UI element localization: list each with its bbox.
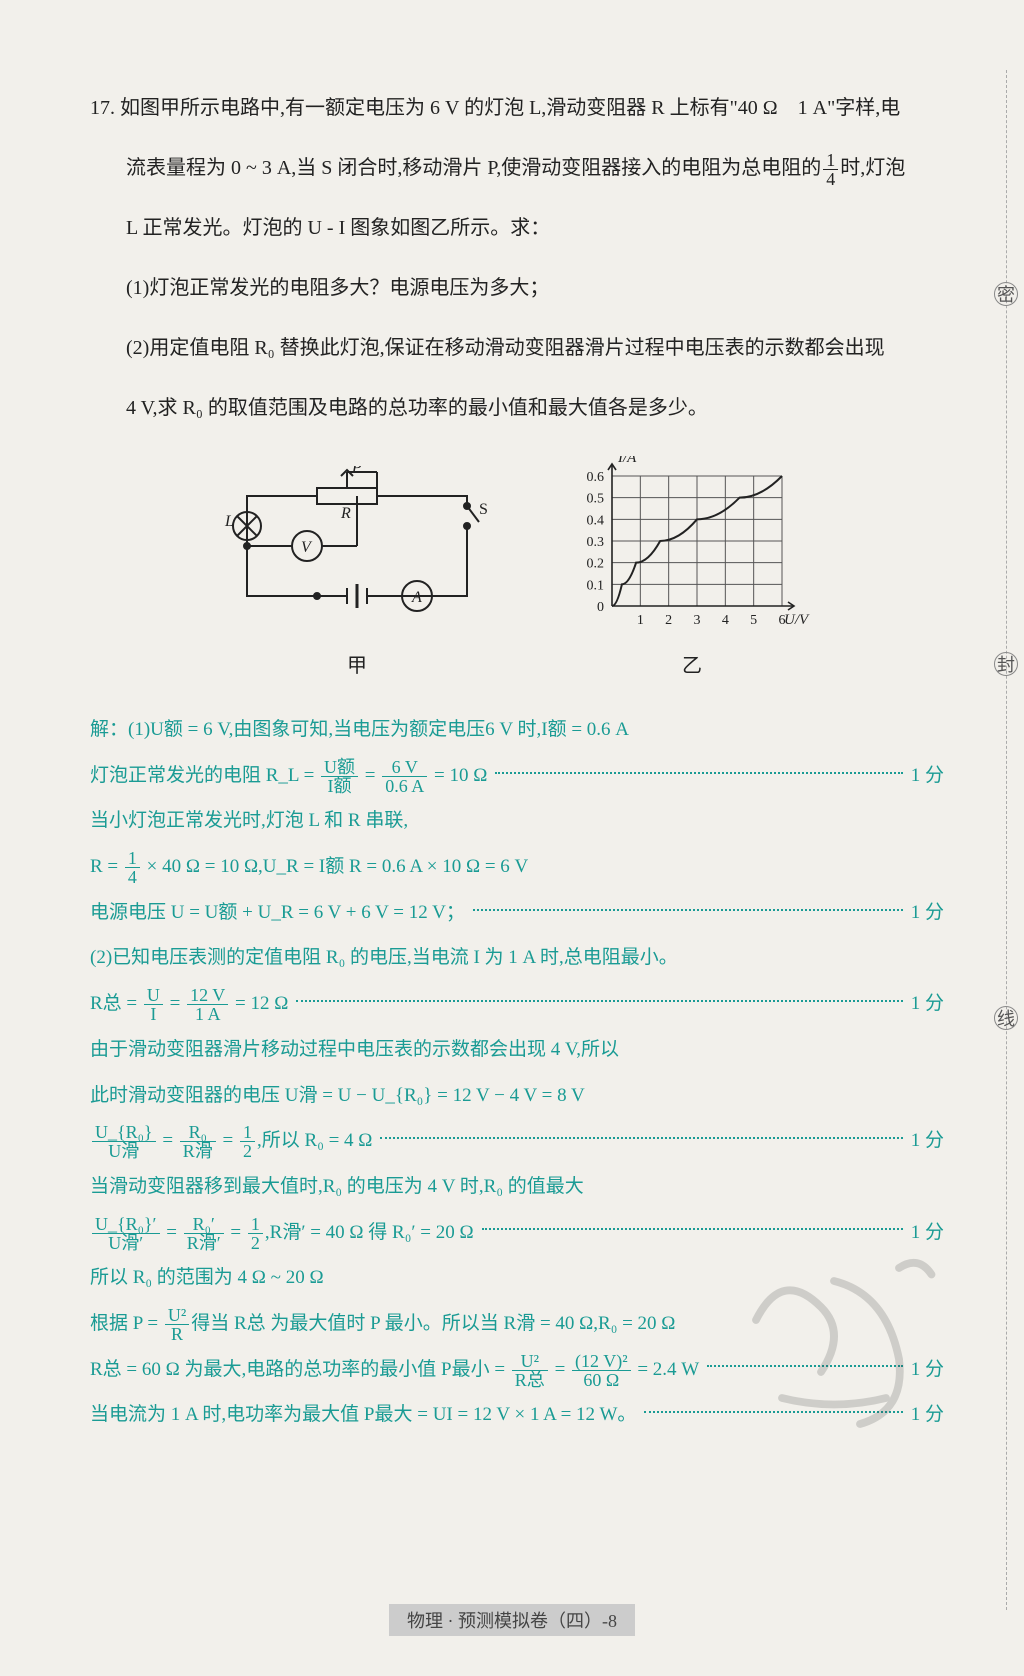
- circuit-diagram: L V A P R S 甲: [217, 466, 497, 678]
- graph-diagram: 0.60.50.40.30.20.10123456I/AU/V 乙: [567, 456, 817, 678]
- diagrams-row: L V A P R S 甲 0.60.50.40.30.20.10123456I…: [90, 456, 944, 678]
- solution-line: 当电流为 1 A 时,电功率为最大值 P最大 = UI = 12 V × 1 A…: [90, 1393, 944, 1437]
- circuit-label-S: S: [479, 501, 488, 518]
- svg-text:0.1: 0.1: [587, 578, 605, 593]
- svg-text:I/A: I/A: [617, 456, 637, 466]
- circuit-label-A: A: [411, 589, 422, 606]
- solution-line: 所以 R₀ 的范围为 4 Ω ~ 20 Ω: [90, 1256, 944, 1300]
- problem-line-0: 如图甲所示电路中,有一额定电压为 6 V 的灯泡 L,滑动变阻器 R 上标有"4…: [120, 97, 900, 119]
- solution-line: 由于滑动变阻器滑片移动过程中电压表的示数都会出现 4 V,所以: [90, 1028, 944, 1072]
- problem-line-3: L 正常发光。灯泡的 U - I 图象如图乙所示。求：: [90, 200, 944, 256]
- solution-line: U_{R₀}′U滑′ = R₀′R滑′ = 12,R滑′ = 40 Ω 得 R₀…: [90, 1211, 944, 1255]
- diagram-label-right: 乙: [567, 649, 817, 678]
- svg-text:0.6: 0.6: [587, 470, 605, 485]
- svg-text:5: 5: [750, 613, 757, 628]
- solution-line: R = 14 × 40 Ω = 10 Ω,U_R = I额 R = 0.6 A …: [90, 845, 944, 889]
- svg-text:1: 1: [637, 613, 644, 628]
- footer-text: 物理 · 预测模拟卷（四）-8: [389, 1604, 635, 1636]
- svg-text:0: 0: [597, 600, 604, 615]
- problem-line-4: (1)灯泡正常发光的电阻多大？电源电压为多大；: [90, 260, 944, 316]
- solution-line: 当小灯泡正常发光时,灯泡 L 和 R 串联,: [90, 799, 944, 843]
- solution-line: R总 = UI = 12 V1 A = 12 Ω1 分: [90, 982, 944, 1026]
- solution-line: 解：(1)U额 = 6 V,由图象可知,当电压为额定电压6 V 时,I额 = 0…: [90, 708, 944, 752]
- svg-text:0.4: 0.4: [587, 513, 605, 528]
- svg-text:2: 2: [665, 613, 672, 628]
- problem-number: 17.: [90, 97, 115, 119]
- solution-line: U_{R₀}U滑 = R₀R滑 = 12,所以 R₀ = 4 Ω1 分: [90, 1119, 944, 1163]
- svg-text:4: 4: [722, 613, 729, 628]
- svg-text:U/V: U/V: [784, 612, 810, 628]
- circuit-label-P: P: [351, 466, 362, 476]
- circuit-label-L: L: [224, 513, 234, 530]
- margin-char-xian: 线: [994, 1006, 1018, 1030]
- problem-line-1: 流表量程为 0 ~ 3 A,当 S 闭合时,移动滑片 P,使滑动变阻器接入的电阻…: [126, 157, 821, 179]
- problem-line-5: (2)用定值电阻 R₀ 替换此灯泡,保证在移动滑动变阻器滑片过程中电压表的示数都…: [90, 320, 944, 376]
- svg-text:3: 3: [694, 613, 701, 628]
- margin-char-mi: 密: [994, 282, 1018, 306]
- solution-line: 电源电压 U = U额 + U_R = 6 V + 6 V = 12 V；1 分: [90, 891, 944, 935]
- solution-line: 当滑动变阻器移到最大值时,R₀ 的电压为 4 V 时,R₀ 的值最大: [90, 1165, 944, 1209]
- page-footer: 物理 · 预测模拟卷（四）-8: [0, 1604, 1024, 1636]
- problem-text: 17. 如图甲所示电路中,有一额定电压为 6 V 的灯泡 L,滑动变阻器 R 上…: [90, 80, 944, 436]
- circuit-label-V: V: [301, 539, 313, 556]
- solution-line: 此时滑动变阻器的电压 U滑 = U − U_{R₀} = 12 V − 4 V …: [90, 1074, 944, 1118]
- solution-line: 灯泡正常发光的电阻 R_L = U额I额 = 6 V0.6 A = 10 Ω1 …: [90, 754, 944, 798]
- margin-char-feng: 封: [994, 652, 1018, 676]
- problem-line-2: 时,灯泡: [840, 157, 905, 179]
- solution-block: 解：(1)U额 = 6 V,由图象可知,当电压为额定电压6 V 时,I额 = 0…: [90, 708, 944, 1437]
- circuit-label-R: R: [340, 505, 351, 522]
- svg-text:0.3: 0.3: [587, 535, 605, 550]
- solution-line: 根据 P = U²R得当 R总 为最大值时 P 最小。所以当 R滑 = 40 Ω…: [90, 1302, 944, 1346]
- solution-line: R总 = 60 Ω 为最大,电路的总功率的最小值 P最小 = U²R总 = (1…: [90, 1348, 944, 1392]
- frac-1-4: 14: [823, 151, 838, 188]
- problem-line-6: 4 V,求 R₀ 的取值范围及电路的总功率的最小值和最大值各是多少。: [90, 380, 944, 436]
- diagram-label-left: 甲: [217, 649, 497, 678]
- svg-text:0.2: 0.2: [587, 557, 605, 572]
- svg-text:0.5: 0.5: [587, 492, 605, 507]
- solution-line: (2)已知电压表测的定值电阻 R₀ 的电压,当电流 I 为 1 A 时,总电阻最…: [90, 936, 944, 980]
